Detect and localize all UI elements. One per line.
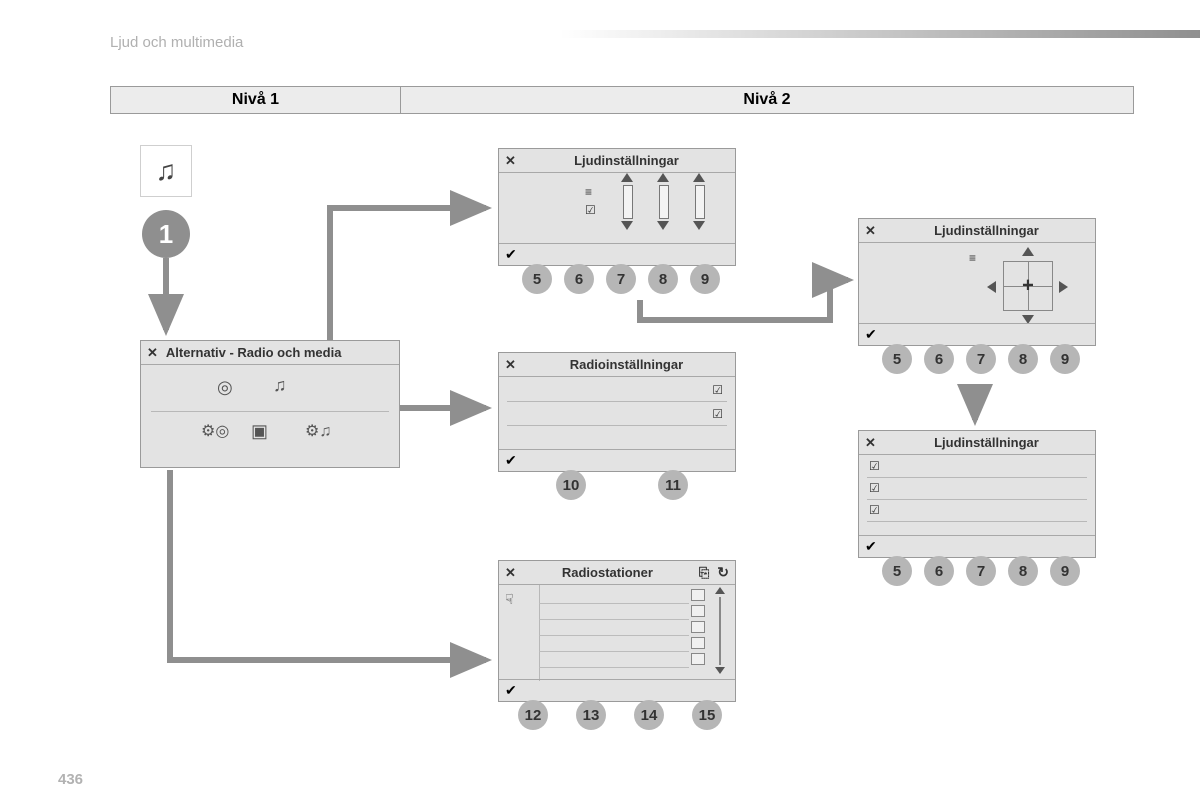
- callout-5b: 5: [882, 344, 912, 374]
- callout-9c: 9: [1050, 556, 1080, 586]
- callout-5: 5: [522, 264, 552, 294]
- callout-10: 10: [556, 470, 586, 500]
- checkbox-icon[interactable]: ☑: [869, 459, 880, 473]
- step-1-circle: 1: [142, 210, 190, 258]
- radio-antenna-icon[interactable]: ◎: [217, 377, 233, 398]
- page-number: 436: [58, 771, 83, 788]
- music-note-icon[interactable]: ♫: [273, 375, 287, 396]
- panel-radio-stations: ✕ Radiostationer ⎘ ↻ ☟ ✔: [498, 560, 736, 702]
- callout-7c: 7: [966, 556, 996, 586]
- check-icon[interactable]: ✔: [865, 538, 877, 555]
- panel-radio-settings: ✕ Radioinställningar ☑ ☑ ✔: [498, 352, 736, 472]
- panel-main-title: Alternativ - Radio och media: [166, 345, 393, 360]
- menu-icon: ≡: [969, 251, 976, 265]
- gear-music-icon[interactable]: ⚙♫: [305, 421, 331, 441]
- callout-9b: 9: [1050, 344, 1080, 374]
- crosspad[interactable]: +: [1003, 261, 1053, 311]
- callout-7b: 7: [966, 344, 996, 374]
- checkbox-icon: ☑: [585, 203, 596, 217]
- check-icon[interactable]: ✔: [865, 326, 877, 343]
- callout-11: 11: [658, 470, 688, 500]
- music-note-tile: ♫: [140, 145, 192, 197]
- refresh-icon[interactable]: ↻: [717, 564, 729, 581]
- checkbox-icon[interactable]: ☑: [869, 481, 880, 495]
- gear-radio-icon[interactable]: ⚙◎: [201, 421, 229, 441]
- callout-8b: 8: [1008, 344, 1038, 374]
- check-icon[interactable]: ✔: [505, 246, 517, 263]
- panel-radiosettings-title: Radioinställningar: [524, 357, 729, 372]
- close-icon[interactable]: ✕: [505, 565, 516, 581]
- callout-6: 6: [564, 264, 594, 294]
- checkbox-icon[interactable]: ☑: [712, 407, 723, 421]
- list-icon[interactable]: ⎘: [699, 565, 709, 581]
- close-icon[interactable]: ✕: [865, 223, 876, 239]
- callout-13: 13: [576, 700, 606, 730]
- close-icon[interactable]: ✕: [147, 345, 158, 361]
- callout-6c: 6: [924, 556, 954, 586]
- picture-icon[interactable]: ▣: [251, 421, 268, 442]
- panel-sound-1: ✕ Ljudinställningar ≡ ☑ ✔: [498, 148, 736, 266]
- callout-7: 7: [606, 264, 636, 294]
- menu-icon: ≡: [585, 185, 592, 199]
- close-icon[interactable]: ✕: [505, 153, 516, 169]
- panel-sound3-title: Ljudinställningar: [884, 435, 1089, 450]
- panel-sound-2: ✕ Ljudinställningar ≡ + ✔: [858, 218, 1096, 346]
- panel-sound2-title: Ljudinställningar: [884, 223, 1089, 238]
- panel-sound-3: ✕ Ljudinställningar ☑ ☑ ☑ ✔: [858, 430, 1096, 558]
- touch-icon: ☟: [505, 591, 514, 608]
- callout-8: 8: [648, 264, 678, 294]
- panel-radiostations-title: Radiostationer: [524, 565, 691, 580]
- check-icon[interactable]: ✔: [505, 452, 517, 469]
- callout-15: 15: [692, 700, 722, 730]
- panel-sound1-title: Ljudinställningar: [524, 153, 729, 168]
- callout-8c: 8: [1008, 556, 1038, 586]
- checkbox-icon[interactable]: ☑: [869, 503, 880, 517]
- panel-main: ✕ Alternativ - Radio och media ◎ ♫ ⚙◎ ▣ …: [140, 340, 400, 468]
- callout-6b: 6: [924, 344, 954, 374]
- close-icon[interactable]: ✕: [505, 357, 516, 373]
- callout-9: 9: [690, 264, 720, 294]
- callout-5c: 5: [882, 556, 912, 586]
- checkbox-icon[interactable]: ☑: [712, 383, 723, 397]
- callout-14: 14: [634, 700, 664, 730]
- callout-12: 12: [518, 700, 548, 730]
- close-icon[interactable]: ✕: [865, 435, 876, 451]
- check-icon[interactable]: ✔: [505, 682, 517, 699]
